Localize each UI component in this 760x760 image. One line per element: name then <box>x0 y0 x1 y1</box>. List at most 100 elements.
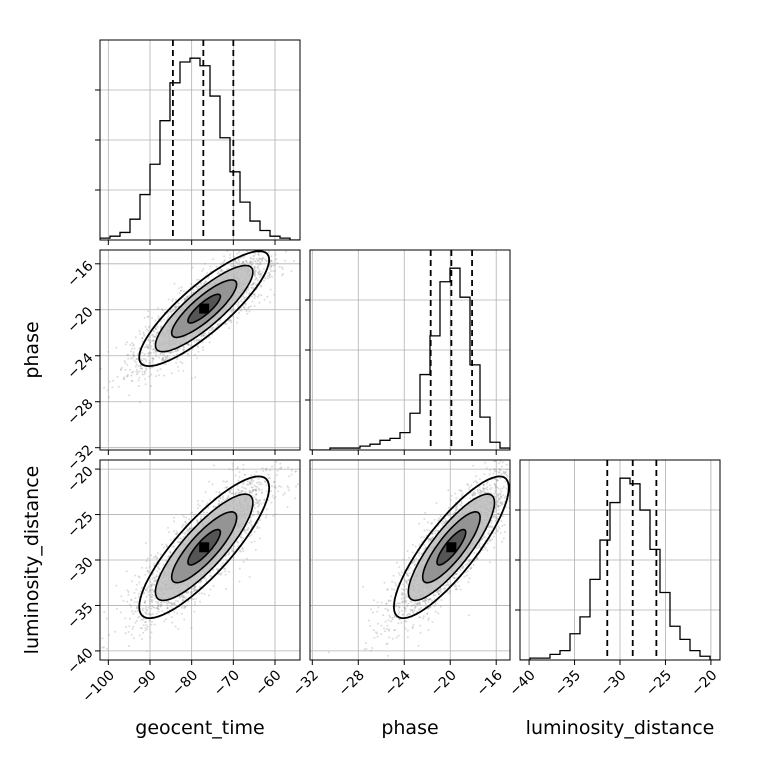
sample-point <box>201 341 204 344</box>
sample-point <box>260 502 263 505</box>
sample-point <box>268 477 271 479</box>
sample-point <box>248 291 251 294</box>
sample-point <box>152 556 155 559</box>
sample-point <box>265 260 268 263</box>
sample-point <box>247 528 249 531</box>
sample-point <box>240 298 243 301</box>
sample-point <box>254 278 257 281</box>
sample-point <box>260 488 263 491</box>
sample-point <box>155 575 158 578</box>
sample-point <box>149 341 151 344</box>
sample-point <box>163 601 166 604</box>
sample-point <box>212 568 214 571</box>
sample-point <box>242 537 245 540</box>
sample-point <box>152 357 154 360</box>
sample-point <box>311 211 313 213</box>
sample-point <box>140 618 143 621</box>
sample-point <box>259 276 261 278</box>
sample-point <box>280 466 283 469</box>
sample-point <box>238 311 240 314</box>
sample-point <box>248 293 250 296</box>
sample-point <box>200 517 203 520</box>
sample-point <box>183 607 186 609</box>
histogram-step-phase <box>310 267 510 450</box>
sample-point <box>132 344 134 347</box>
sample-point <box>196 520 199 523</box>
sample-point <box>157 307 160 310</box>
sample-point <box>161 543 164 546</box>
sample-point <box>210 575 213 578</box>
sample-point <box>236 252 239 255</box>
sample-point <box>170 602 173 604</box>
histogram-step-luminosity_distance <box>520 477 720 660</box>
sample-point <box>148 566 151 568</box>
sample-point <box>217 568 220 571</box>
sample-point <box>252 287 255 290</box>
sample-point <box>252 255 255 258</box>
sample-point <box>223 255 226 258</box>
sample-point <box>103 611 106 613</box>
sample-point <box>234 474 237 477</box>
sample-point <box>253 496 256 499</box>
sample-point <box>227 495 230 498</box>
sample-point <box>171 621 174 624</box>
sample-point <box>238 263 241 266</box>
sample-point <box>255 497 258 500</box>
sample-point <box>245 260 248 263</box>
sample-point <box>188 527 191 530</box>
sample-point <box>243 530 246 533</box>
sample-point <box>175 353 178 356</box>
sample-point <box>196 288 199 291</box>
sample-point <box>143 334 146 337</box>
sample-point <box>244 302 247 305</box>
sample-point <box>258 500 261 502</box>
sample-point <box>157 604 160 607</box>
sample-point <box>139 332 142 335</box>
sample-point <box>127 354 130 357</box>
sample-point <box>199 600 201 603</box>
sample-point <box>249 482 252 484</box>
sample-point <box>141 618 144 621</box>
sample-point <box>108 380 111 383</box>
sample-point <box>234 265 237 268</box>
sample-point <box>161 610 164 612</box>
sample-point <box>167 526 169 529</box>
sample-point <box>203 282 206 285</box>
sample-point <box>141 351 144 354</box>
sample-point <box>237 301 240 304</box>
sample-point <box>257 262 260 265</box>
sample-point <box>251 514 254 517</box>
sample-point <box>253 513 255 516</box>
sample-point <box>284 219 286 221</box>
sample-point <box>188 527 191 529</box>
sample-point <box>282 272 284 275</box>
sample-point <box>290 473 293 476</box>
sample-point <box>248 492 251 494</box>
sample-point <box>252 489 255 492</box>
sample-point <box>175 530 178 533</box>
sample-point <box>236 467 239 470</box>
sample-point <box>103 646 105 649</box>
sample-point <box>132 343 135 346</box>
sample-point <box>197 507 199 510</box>
sample-point <box>224 573 227 576</box>
sample-point <box>187 529 190 532</box>
sample-point <box>194 589 197 592</box>
sample-point <box>138 581 141 584</box>
sample-point <box>128 603 131 606</box>
sample-point <box>198 338 201 341</box>
sample-point <box>274 486 277 489</box>
sample-point <box>132 625 135 628</box>
sample-point <box>227 497 230 500</box>
sample-point <box>203 332 206 335</box>
sample-point <box>216 323 219 326</box>
sample-point <box>155 353 157 356</box>
sample-point <box>174 599 177 602</box>
sample-point <box>182 290 185 293</box>
sample-point <box>169 310 172 313</box>
sample-point <box>173 520 176 523</box>
sample-point <box>126 600 129 603</box>
sample-point <box>143 316 146 319</box>
sample-point <box>257 270 260 273</box>
sample-point <box>281 266 284 269</box>
